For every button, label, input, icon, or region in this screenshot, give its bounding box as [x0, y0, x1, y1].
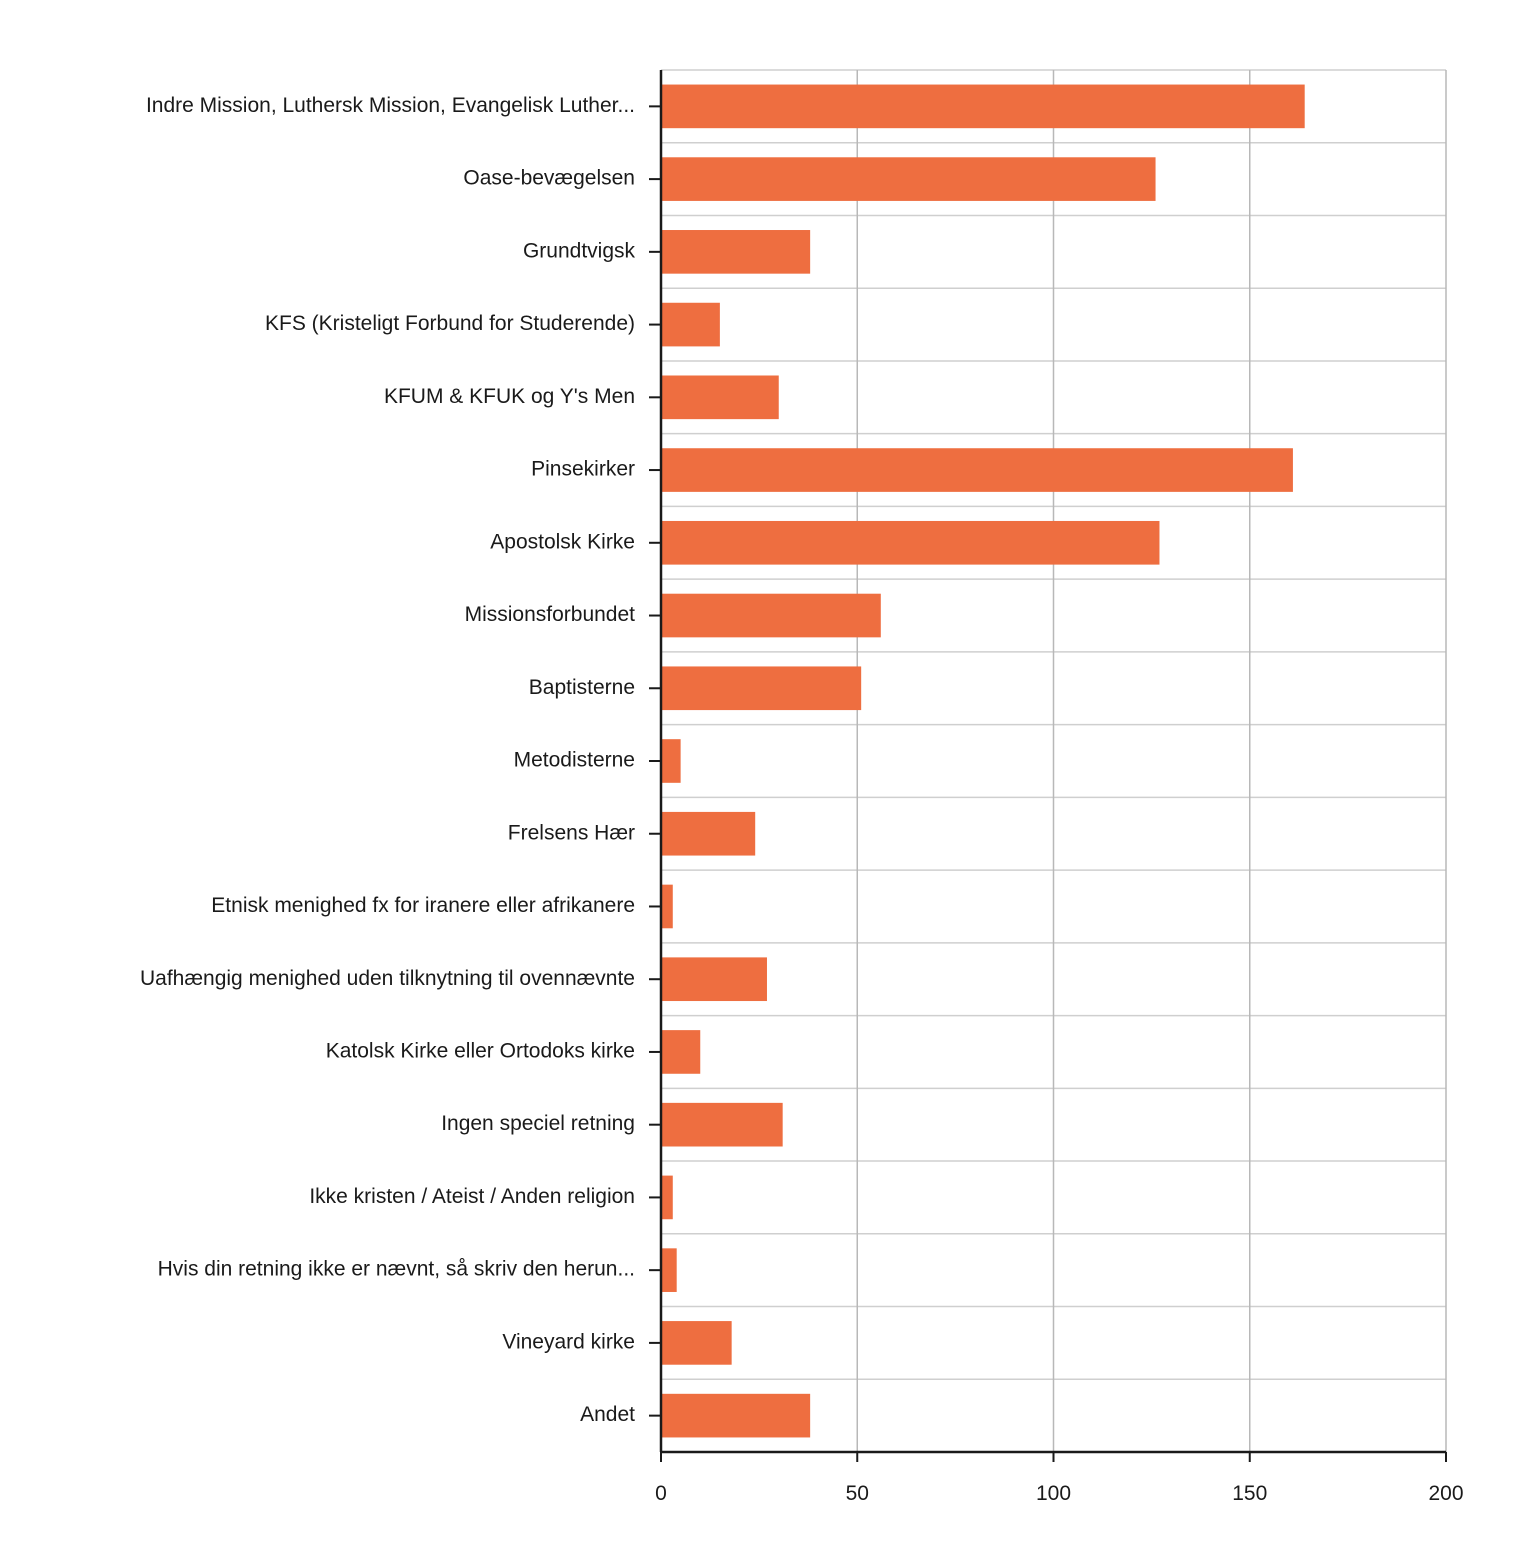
category-label: KFUM & KFUK og Y's Men — [384, 385, 635, 408]
category-label: Baptisterne — [529, 676, 635, 699]
x-tick-label: 0 — [655, 1482, 667, 1505]
category-label: Apostolsk Kirke — [490, 530, 635, 553]
grid-lines — [661, 69, 1447, 1453]
bar — [661, 448, 1293, 492]
category-label: Uafhængig menighed uden tilknytning til … — [140, 967, 635, 990]
category-label: Indre Mission, Luthersk Mission, Evangel… — [146, 94, 635, 117]
bar — [661, 957, 767, 1002]
bar — [661, 157, 1156, 201]
bar — [661, 84, 1305, 129]
category-label: Metodisterne — [514, 749, 635, 772]
axes — [649, 70, 1447, 1462]
bar — [661, 811, 756, 856]
category-label: Hvis din retning ikke er nævnt, så skriv… — [158, 1258, 635, 1281]
bar — [661, 302, 720, 347]
category-label: Andet — [580, 1403, 635, 1426]
category-label: Pinsekirker — [531, 458, 635, 481]
bar — [661, 593, 881, 638]
category-label: Frelsens Hær — [508, 821, 635, 844]
x-tick-labels: 0 50 100 150 200 — [655, 1482, 1463, 1505]
bar — [661, 520, 1160, 565]
category-label: Etnisk menighed fx for iranere eller afr… — [211, 894, 635, 917]
bar — [661, 1321, 732, 1365]
bar — [661, 666, 862, 711]
category-label: Katolsk Kirke eller Ortodoks kirke — [326, 1039, 635, 1062]
bar — [661, 739, 681, 783]
category-label: Vineyard kirke — [502, 1330, 635, 1353]
x-tick-label: 100 — [1036, 1482, 1071, 1505]
bar — [661, 884, 673, 929]
bar — [661, 1030, 701, 1074]
category-label: Missionsforbundet — [465, 603, 636, 626]
category-label: Grundtvigsk — [523, 239, 636, 262]
bar — [661, 1248, 677, 1292]
bar — [661, 230, 811, 274]
bar — [661, 1393, 811, 1438]
x-tick-label: 50 — [846, 1482, 869, 1505]
category-label: Ikke kristen / Ateist / Anden religion — [309, 1185, 635, 1208]
category-label: Ingen speciel retning — [441, 1112, 635, 1135]
category-label: KFS (Kristeligt Forbund for Studerende) — [265, 312, 635, 335]
bar — [661, 1175, 673, 1220]
bar — [661, 375, 779, 420]
bars — [661, 84, 1305, 1438]
category-label: Oase-bevægelsen — [463, 167, 635, 190]
x-tick-label: 150 — [1232, 1482, 1267, 1505]
x-tick-label: 200 — [1428, 1482, 1463, 1505]
bar — [661, 1102, 783, 1147]
category-labels: Indre Mission, Luthersk Mission, Evangel… — [140, 94, 635, 1426]
